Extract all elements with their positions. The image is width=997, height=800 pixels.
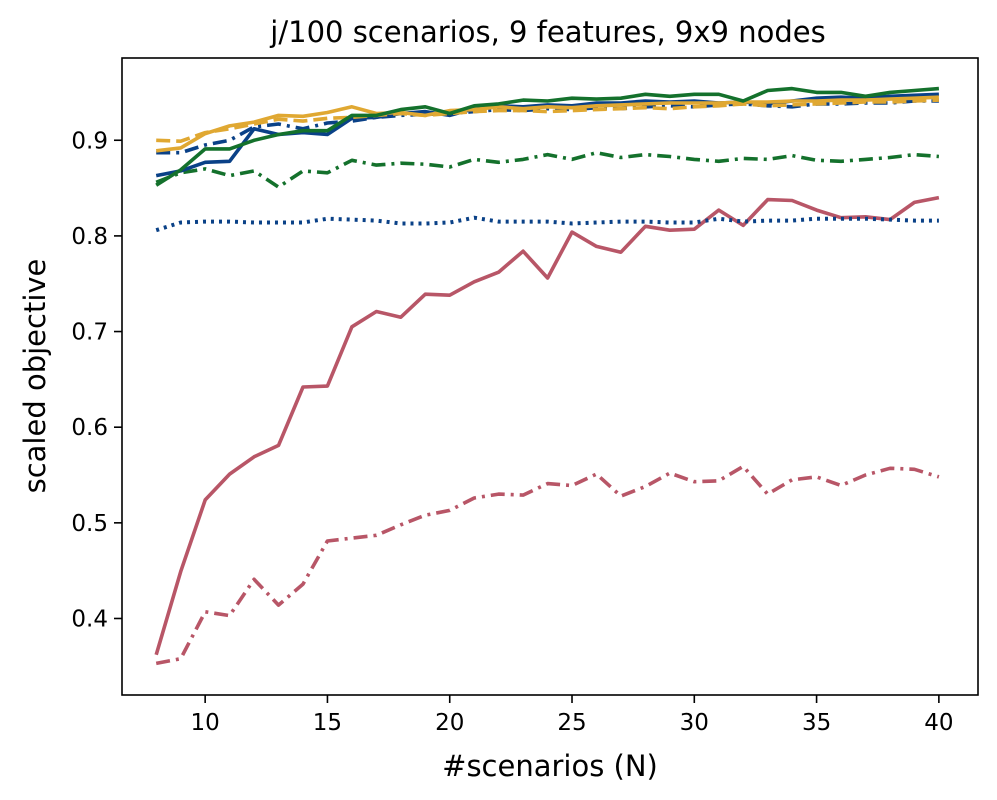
y-axis-ticks: 0.4 0.5 0.6 0.7 0.8 0.9: [71, 128, 122, 632]
x-axis-label: #scenarios (N): [442, 749, 658, 783]
y-tick-label: 0.6: [71, 415, 108, 441]
series-line-1: [154, 195, 940, 656]
x-tick-label: 35: [802, 710, 831, 736]
x-tick-label: 10: [191, 710, 220, 736]
y-tick-label: 0.4: [71, 606, 108, 632]
series-line-3: [155, 215, 939, 233]
x-tick-label: 25: [557, 710, 586, 736]
x-tick-label: 20: [435, 710, 464, 736]
series-line-8: [156, 98, 939, 143]
series-line-4: [155, 150, 940, 189]
series-layer: [154, 86, 940, 666]
series-line-2: [155, 464, 940, 666]
x-tick-label: 40: [924, 710, 953, 736]
y-axis-label: scaled objective: [18, 259, 52, 494]
series-line-6: [156, 99, 939, 155]
series-line-9: [155, 86, 940, 187]
plot-area-frame: [121, 57, 979, 696]
x-axis-ticks: 10 15 20 25 30 35 40: [191, 695, 954, 736]
y-tick-label: 0.7: [71, 320, 108, 346]
y-tick-label: 0.9: [71, 128, 108, 154]
y-tick-label: 0.8: [71, 224, 108, 250]
chart-title: j/100 scenarios, 9 features, 9x9 nodes: [269, 15, 825, 49]
x-tick-label: 30: [680, 710, 709, 736]
x-tick-label: 15: [313, 710, 342, 736]
series-line-7: [155, 95, 939, 153]
y-tick-label: 0.5: [71, 511, 108, 537]
